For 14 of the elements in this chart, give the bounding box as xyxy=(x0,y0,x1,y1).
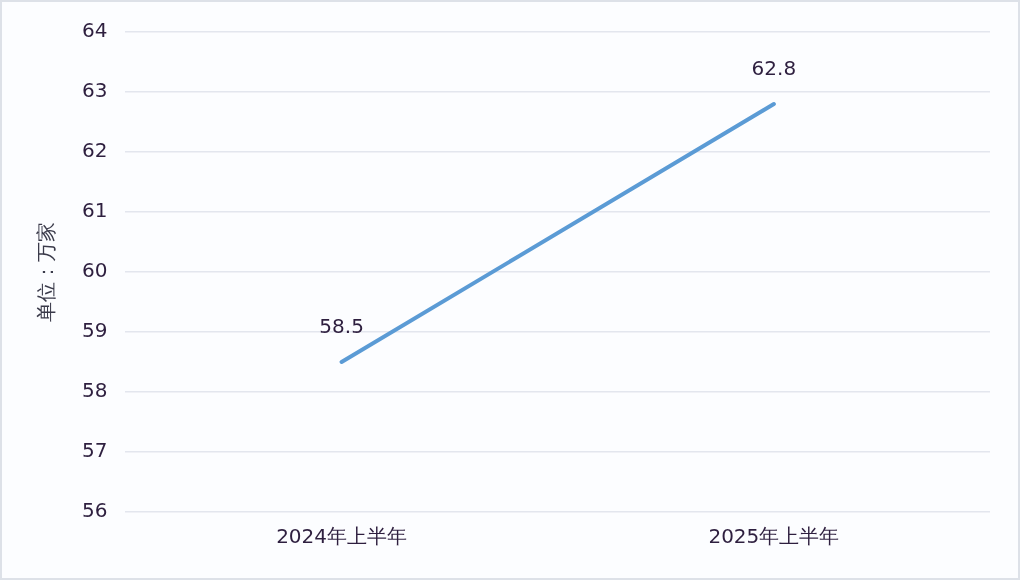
y-tick-label: 57 xyxy=(82,438,108,463)
y-tick-label: 61 xyxy=(82,198,108,223)
y-tick-label: 59 xyxy=(82,318,108,343)
x-tick-label: 2024年上半年 xyxy=(276,524,408,549)
y-tick-label: 60 xyxy=(82,258,108,283)
y-tick-label: 56 xyxy=(82,498,108,523)
y-tick-label: 63 xyxy=(82,78,108,103)
data-label: 62.8 xyxy=(751,56,797,81)
x-tick-label: 2025年上半年 xyxy=(708,524,840,549)
y-axis-title: 单位：万家 xyxy=(34,222,59,322)
y-tick-label: 62 xyxy=(82,138,108,163)
data-label: 58.5 xyxy=(319,314,364,339)
y-tick-label: 58 xyxy=(82,378,108,403)
y-tick-label: 64 xyxy=(82,18,108,43)
